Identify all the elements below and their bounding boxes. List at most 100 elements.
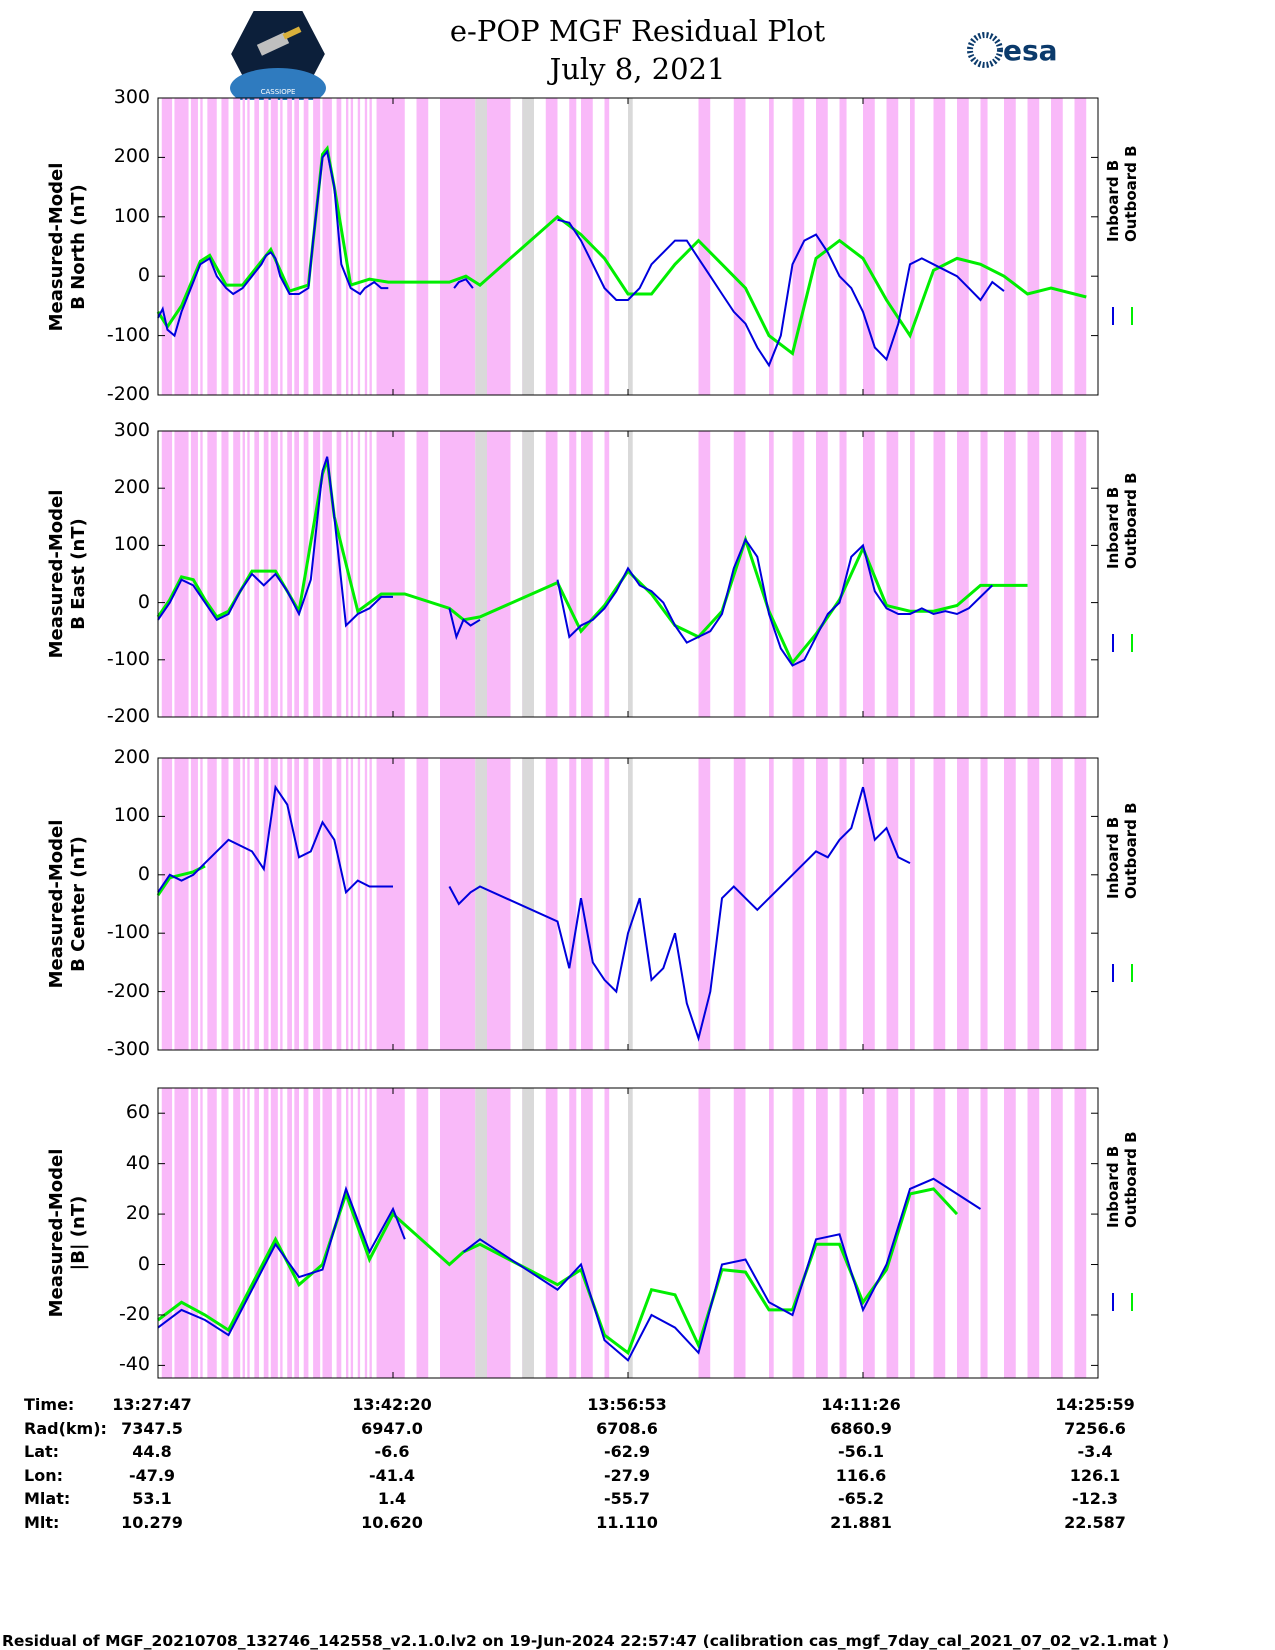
shade-band <box>369 431 372 717</box>
shade-band <box>980 431 988 717</box>
shade-band <box>1051 758 1063 1050</box>
info-cell: 14:25:59 <box>1055 1395 1135 1414</box>
panel-2 <box>156 430 1099 718</box>
y-tick-label: -200 <box>106 383 150 405</box>
legend-outboard-label: Outboard B <box>1122 144 1140 242</box>
shade-band <box>1074 1088 1087 1378</box>
shade-band <box>287 1088 292 1378</box>
shade-band <box>376 431 405 717</box>
y-axis-label-line: |B| (nT) <box>68 1195 89 1271</box>
shade-band <box>190 1088 198 1378</box>
shade-band <box>247 431 250 717</box>
shade-band <box>1074 758 1087 1050</box>
panel-3 <box>156 757 1099 1051</box>
info-cell: -55.7 <box>603 1489 651 1508</box>
shade-band <box>313 431 321 717</box>
inboard-line <box>157 456 993 667</box>
shade-band <box>816 98 828 395</box>
info-row-label: Mlt: <box>24 1512 60 1532</box>
shade-band <box>207 98 217 395</box>
shade-band <box>200 1088 203 1378</box>
legend-inboard-swatch <box>1112 634 1114 652</box>
shade-band <box>910 98 915 395</box>
y-tick-label: 60 <box>125 1101 150 1124</box>
legend-inboard-label: Inboard B <box>1104 1145 1122 1228</box>
shade-band <box>207 758 217 1050</box>
shade-band <box>294 431 299 717</box>
shade-band <box>313 1088 321 1378</box>
shade-band-gray <box>522 758 534 1050</box>
info-cell: 13:42:20 <box>352 1395 432 1414</box>
shade-band <box>369 98 372 395</box>
shade-band <box>242 431 245 717</box>
shade-band <box>357 431 361 717</box>
shade-band <box>1074 431 1087 717</box>
shade-band <box>1004 758 1016 1050</box>
shade-band <box>364 98 368 395</box>
shade-band <box>839 1088 847 1378</box>
shade-band <box>207 1088 217 1378</box>
shade-band <box>263 98 269 395</box>
info-row-label: Lon: <box>24 1465 63 1485</box>
info-cell: 7347.5 <box>121 1418 183 1438</box>
info-cell: -27.9 <box>603 1465 651 1485</box>
shade-band <box>270 98 278 395</box>
shade-band <box>263 431 269 717</box>
y-tick-label: -100 <box>106 323 150 346</box>
legend-inboard-swatch <box>1112 964 1114 982</box>
shade-band <box>190 431 198 717</box>
shade-band <box>1004 431 1016 717</box>
shade-band <box>545 431 558 717</box>
shade-band <box>1051 431 1063 717</box>
inboard-line <box>157 1177 982 1362</box>
shade-band <box>980 98 988 395</box>
y-tick-label: 200 <box>113 746 150 768</box>
shade-band <box>303 1088 309 1378</box>
shade-band <box>313 758 321 1050</box>
shade-band <box>303 758 309 1050</box>
info-row-label: Lat: <box>24 1442 60 1461</box>
info-cell: 11.110 <box>596 1512 658 1532</box>
shade-band <box>440 758 476 1050</box>
shade-band <box>207 431 217 717</box>
cassiope-logo: CASSIOPE <box>228 9 328 100</box>
shade-band <box>487 1088 511 1378</box>
legend-inboard-label: Inboard B <box>1104 159 1122 242</box>
shade-band <box>792 98 805 395</box>
info-cell: 14:11:26 <box>821 1395 901 1414</box>
shade-band <box>364 758 368 1050</box>
shade-band <box>350 1088 354 1378</box>
info-row-label: Time: <box>24 1395 75 1414</box>
shade-band <box>294 758 299 1050</box>
shade-band <box>161 98 173 395</box>
y-tick-label: -200 <box>106 979 150 1002</box>
shade-band <box>769 431 774 717</box>
shade-band <box>242 1088 245 1378</box>
shade-band <box>545 1088 558 1378</box>
shade-band <box>346 758 349 1050</box>
shade-band <box>980 1088 988 1378</box>
shade-band <box>933 1088 946 1378</box>
y-axis-label: Measured-Model B Center (nT) <box>46 754 90 1054</box>
shade-band <box>769 758 774 1050</box>
legend-inboard-swatch <box>1112 1293 1114 1311</box>
y-tick-label: 40 <box>125 1151 150 1174</box>
shade-band <box>376 758 405 1050</box>
y-axis-label-line: Measured-Model <box>46 819 67 989</box>
shade-band <box>733 431 746 717</box>
shade-band-gray <box>475 758 487 1050</box>
y-axis-label-line: B East (nT) <box>68 518 89 630</box>
info-cell: 21.881 <box>830 1512 892 1532</box>
shade-band <box>270 758 278 1050</box>
shade-band <box>816 431 828 717</box>
shade-band <box>886 98 899 395</box>
shade-band <box>346 1088 349 1378</box>
esa-logo: esa <box>967 32 1058 68</box>
legend-outboard-swatch <box>1131 634 1133 652</box>
shade-band <box>933 98 946 395</box>
shade-band <box>376 1088 405 1378</box>
shade-band <box>440 1088 476 1378</box>
shade-band <box>280 1088 283 1378</box>
info-cell: -47.9 <box>128 1465 176 1485</box>
footer-caption: Residual of MGF_20210708_132746_142558_v… <box>2 1632 1170 1650</box>
